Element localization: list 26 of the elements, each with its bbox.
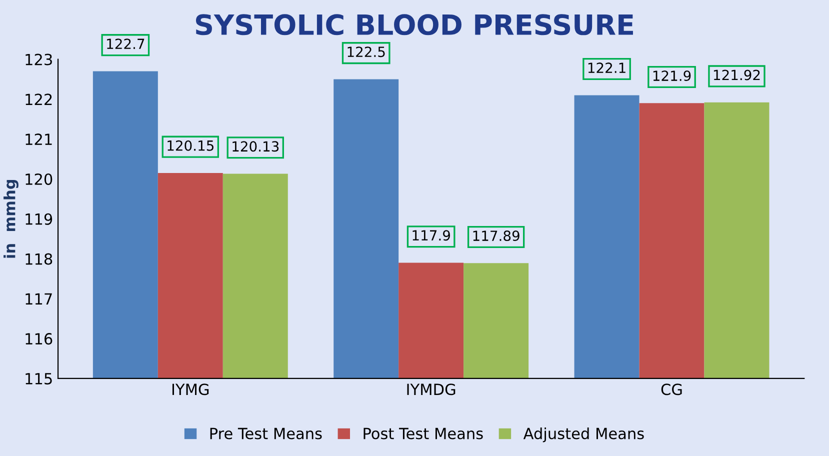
y-tick-label: 121 [26, 134, 52, 145]
x-tick-label: CG [661, 384, 682, 396]
x-tick-label: IYMDG [407, 384, 456, 396]
data-label: 121.9 [653, 70, 691, 82]
data-label: 121.92 [714, 70, 760, 80]
y-axis-title: in mmhg [4, 180, 18, 258]
data-label: 120.13 [232, 141, 279, 152]
y-tick-label: 120 [26, 173, 52, 185]
legend-label: Post Test Means [364, 428, 483, 440]
legend-label: Adjusted Means [523, 427, 644, 442]
y-tick-label: 116 [26, 333, 52, 345]
y-tick-label: 122 [26, 94, 52, 105]
y-tick-label: 119 [26, 213, 52, 225]
legend-label: Pre Test Means [210, 428, 322, 440]
y-tick-label: 118 [26, 253, 52, 265]
x-tick-label: IYMG [172, 384, 209, 396]
data-label: 122.1 [588, 62, 626, 73]
data-label: 122.7 [107, 38, 144, 49]
data-label: 122.5 [348, 46, 385, 58]
chart-title: SYSTOLIC BLOOD PRESSURE [196, 14, 633, 36]
data-label: 117.89 [473, 230, 520, 242]
y-tick-label: 115 [26, 373, 52, 384]
data-label: 120.15 [168, 140, 214, 151]
y-tick-label: 117 [26, 293, 52, 304]
data-label: 117.9 [412, 230, 450, 241]
y-tick-label: 123 [26, 54, 52, 66]
